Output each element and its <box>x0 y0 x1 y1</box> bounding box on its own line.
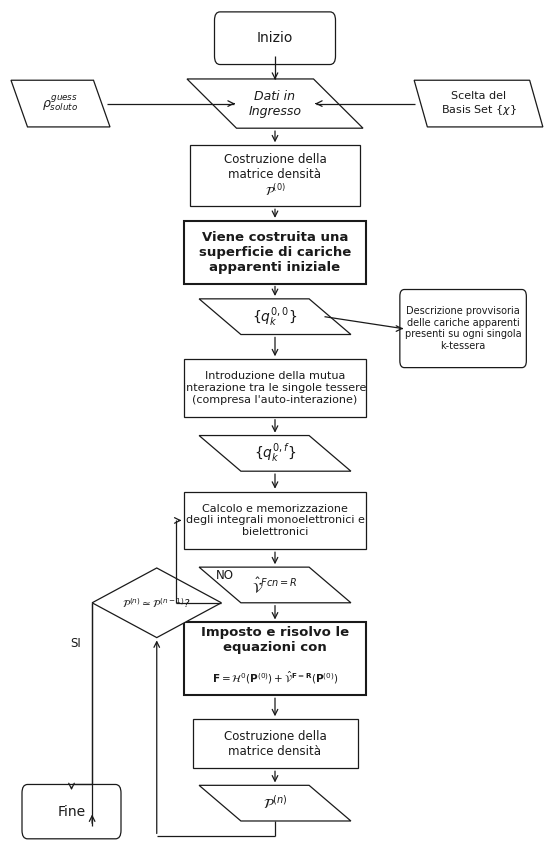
Text: NO: NO <box>216 569 234 582</box>
Text: Dati in
Ingresso: Dati in Ingresso <box>249 90 301 117</box>
Text: Viene costruita una
superficie di cariche
apparenti iniziale: Viene costruita una superficie di carich… <box>199 231 351 273</box>
Text: Calcolo e memorizzazione
degli integrali monoelettronici e
bielettronici: Calcolo e memorizzazione degli integrali… <box>185 503 365 537</box>
Text: $\{q_k^{0,f}\}$: $\{q_k^{0,f}\}$ <box>254 441 296 465</box>
Bar <box>192 719 358 768</box>
FancyBboxPatch shape <box>214 12 336 65</box>
Polygon shape <box>199 567 351 603</box>
Text: SI: SI <box>70 637 81 649</box>
Polygon shape <box>187 79 363 128</box>
Text: Inizio: Inizio <box>257 31 293 45</box>
Bar <box>184 221 366 284</box>
Text: Scelta del
Basis Set $\{\chi\}$: Scelta del Basis Set $\{\chi\}$ <box>441 91 516 116</box>
Bar <box>184 622 366 695</box>
Bar <box>184 492 366 549</box>
Text: Imposto e risolvo le
equazioni con: Imposto e risolvo le equazioni con <box>201 627 349 654</box>
Polygon shape <box>199 436 351 471</box>
Text: $\mathbf{F} = \mathcal{H}^0(\mathbf{P}^{(0)}) + \hat{\mathcal{V}}^{\mathbf{F}{=}: $\mathbf{F} = \mathcal{H}^0(\mathbf{P}^{… <box>212 669 338 686</box>
Text: Descrizione provvisoria
delle cariche apparenti
presenti su ogni singola
k-tesse: Descrizione provvisoria delle cariche ap… <box>405 306 521 351</box>
Bar <box>184 359 366 417</box>
Text: $\{q_k^{0,0}\}$: $\{q_k^{0,0}\}$ <box>252 305 298 329</box>
Polygon shape <box>199 299 351 335</box>
Text: $\rho_{soluto}^{guess}$: $\rho_{soluto}^{guess}$ <box>42 93 79 114</box>
Text: Fine: Fine <box>57 805 86 818</box>
Bar <box>190 145 360 206</box>
Text: Introduzione della mutua
interazione tra le singole tessere
(compresa l'auto-int: Introduzione della mutua interazione tra… <box>183 371 367 405</box>
Polygon shape <box>199 785 351 821</box>
FancyBboxPatch shape <box>400 290 526 368</box>
Polygon shape <box>414 81 543 127</box>
Polygon shape <box>11 81 110 127</box>
Text: Costruzione della
matrice densità: Costruzione della matrice densità <box>224 730 326 757</box>
Polygon shape <box>92 568 221 638</box>
Text: $\mathcal{P}^{(n)}$: $\mathcal{P}^{(n)}$ <box>263 794 287 812</box>
Text: Costruzione della
matrice densità
$\mathcal{P}^{(0)}$: Costruzione della matrice densità $\math… <box>224 153 326 199</box>
FancyBboxPatch shape <box>22 784 121 839</box>
Text: $\mathcal{P}^{(n)} \simeq \mathcal{P}^{(n-1)}$?: $\mathcal{P}^{(n)} \simeq \mathcal{P}^{(… <box>122 596 191 610</box>
Text: $\hat{\mathcal{V}}^{Fcn=R}$: $\hat{\mathcal{V}}^{Fcn=R}$ <box>252 575 298 595</box>
